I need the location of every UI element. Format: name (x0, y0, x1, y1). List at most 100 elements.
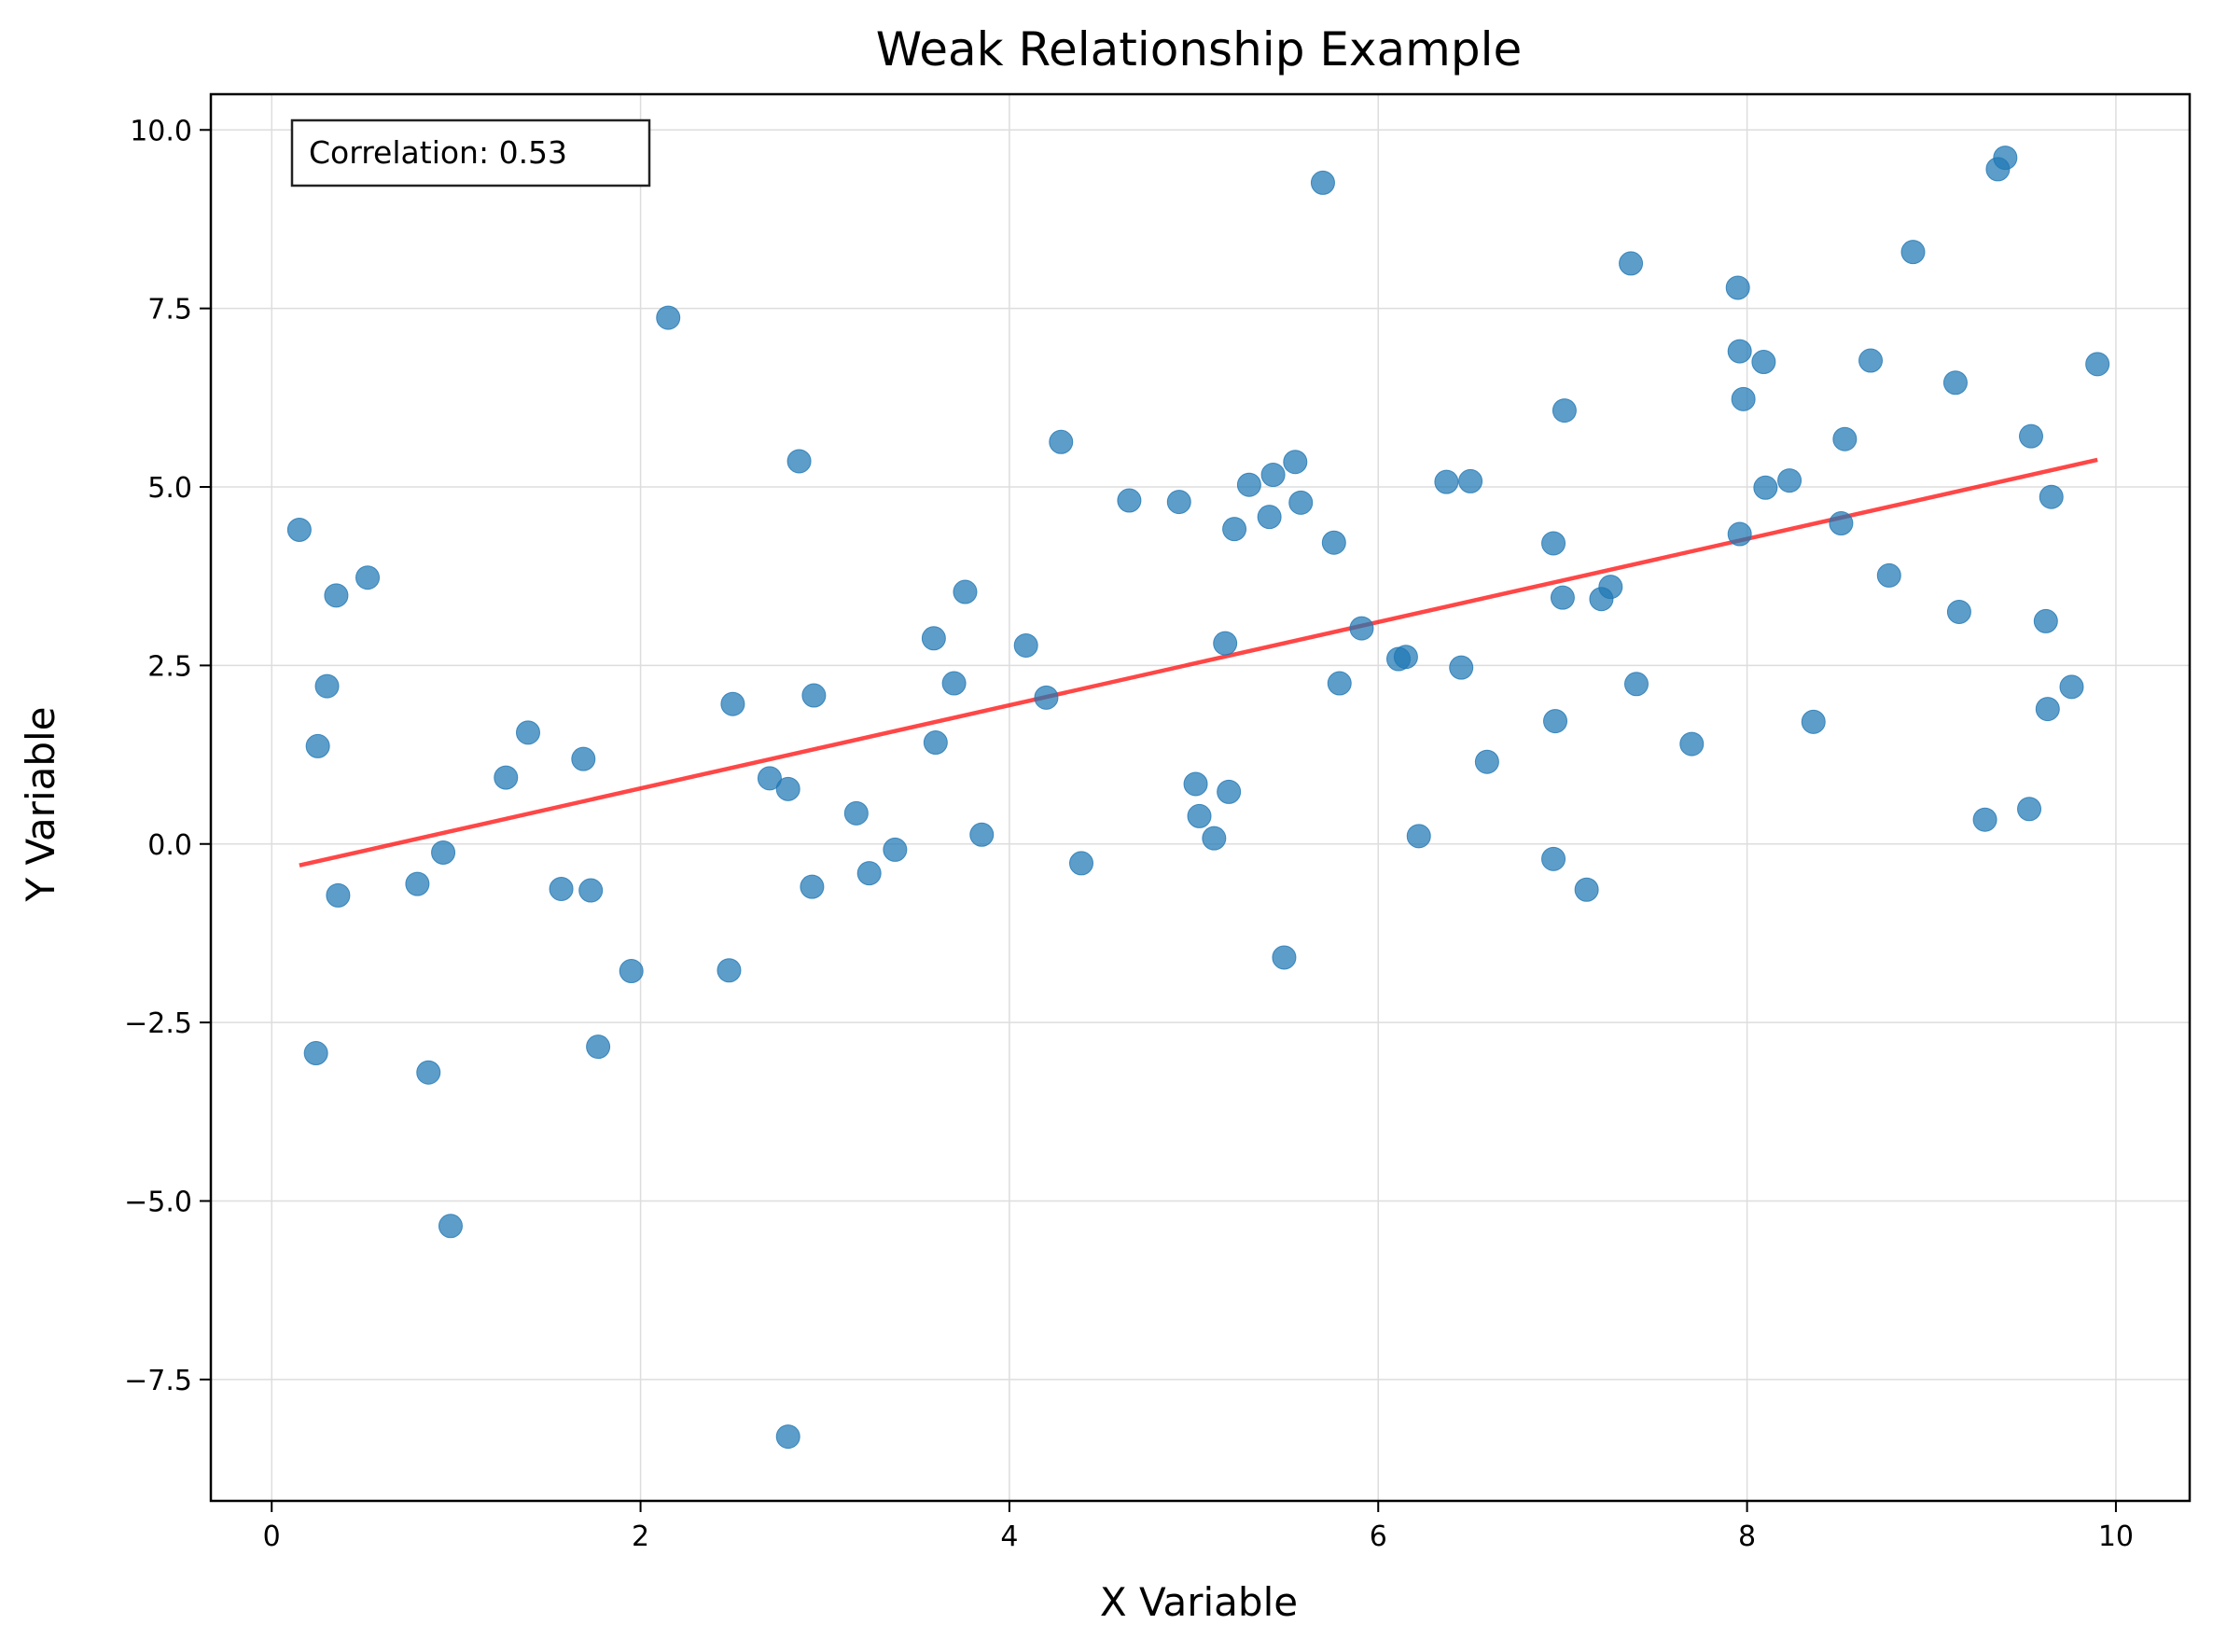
scatter-point (1679, 731, 1705, 757)
scatter-point (1753, 475, 1778, 500)
scatter-point (1801, 709, 1826, 734)
scatter-point (1013, 632, 1038, 658)
x-tick-label: 6 (1370, 1520, 1387, 1553)
scatter-point (355, 565, 381, 590)
scatter-point (1727, 339, 1752, 364)
scatter-point (969, 822, 995, 847)
scatter-point (2085, 352, 2110, 377)
scatter-point (1543, 709, 1568, 734)
y-axis-ticks: −7.5 −5.0 −2.5 0.0 2.5 5.0 7.5 10.0 (124, 115, 211, 1397)
plot-area-frame (209, 92, 2192, 1503)
scatter-point (1166, 490, 1191, 515)
scatter-point (1900, 240, 1926, 265)
scatter-point (1393, 645, 1418, 670)
scatter-point (1434, 469, 1459, 494)
scatter-point (757, 766, 782, 791)
scatter-point (1349, 616, 1374, 641)
scatter-point (1117, 488, 1142, 513)
annotation-box (290, 118, 651, 187)
scatter-point (1550, 585, 1575, 610)
scatter-point (1876, 562, 1901, 588)
scatter-point (1257, 505, 1282, 530)
scatter-point (1069, 851, 1094, 876)
scatter-point (1619, 251, 1644, 276)
x-tick-label: 4 (1000, 1520, 1018, 1553)
scatter-point (1727, 521, 1752, 547)
scatter-point (1213, 631, 1238, 656)
scatter-point (549, 876, 574, 901)
correlation-annotation: Correlation: 0.53 (290, 118, 651, 187)
scatter-point (1946, 599, 1971, 624)
scatter-point (314, 673, 340, 699)
scatter-point (2017, 797, 2042, 822)
scatter-point (921, 626, 946, 651)
scatter-point (1217, 779, 1242, 804)
scatter-point (1725, 275, 1750, 300)
scatter-point (2059, 674, 2084, 700)
scatter-point (405, 871, 430, 896)
scatter-point (1260, 463, 1286, 488)
scatter-point (1202, 826, 1227, 851)
scatter-point (1049, 429, 1074, 454)
scatter-point (1574, 877, 1599, 902)
scatter-point (1222, 517, 1247, 542)
annotation-text: Correlation: 0.53 (309, 134, 567, 171)
fit-line-layer (299, 457, 2098, 868)
scatter-point (923, 730, 948, 756)
scatter-point (1623, 672, 1649, 697)
y-axis-title: Y Variable (18, 706, 63, 902)
x-tick-label: 8 (1738, 1520, 1756, 1553)
y-tick-label: −2.5 (124, 1007, 192, 1040)
regression-line (299, 457, 2098, 868)
scatter-point (2035, 697, 2060, 722)
scatter-point (1972, 807, 1997, 832)
scatter-point (1406, 824, 1431, 849)
scatter-point (1236, 472, 1261, 497)
scatter-point (578, 878, 604, 903)
scatter-point (1288, 490, 1314, 515)
scatter-point (856, 861, 882, 886)
scatter-point (1731, 386, 1756, 411)
scatter-point (1034, 685, 1059, 710)
x-tick-label: 2 (632, 1520, 649, 1553)
scatter-point (2019, 423, 2044, 449)
scatter-point (717, 958, 742, 983)
scatter-point (1310, 170, 1335, 195)
scatter-point (515, 720, 540, 745)
scatter-point (775, 1424, 800, 1450)
scatter-point (586, 1034, 611, 1060)
scatter-point (941, 671, 967, 696)
scatter-point (786, 449, 812, 474)
x-axis-title: X Variable (1100, 1579, 1298, 1625)
scatter-point (1777, 468, 1802, 493)
y-tick-label: 7.5 (147, 294, 192, 326)
scatter-point (286, 517, 312, 542)
scatter-point (2033, 608, 2058, 633)
y-tick-label: −5.0 (124, 1186, 192, 1218)
chart-title: Weak Relationship Example (876, 22, 1523, 76)
x-axis-ticks: 0 2 4 6 8 10 (263, 1501, 2134, 1553)
scatter-point (1458, 468, 1483, 493)
scatter-point (1187, 803, 1212, 828)
scatter-point (843, 800, 869, 826)
y-tick-label: 0.0 (147, 829, 192, 862)
scatter-point (1832, 426, 1858, 451)
scatter-point (494, 765, 519, 790)
scatter-point (883, 837, 908, 862)
scatter-point (1942, 370, 1968, 396)
scatter-point (431, 840, 456, 865)
scatter-point (1751, 350, 1776, 375)
grid (211, 94, 2190, 1501)
scatter-point (1283, 450, 1308, 475)
scatter-point (800, 874, 825, 899)
scatter-point (656, 305, 681, 330)
y-tick-label: −7.5 (124, 1365, 192, 1397)
scatter-point (1829, 511, 1854, 536)
scatter-point (1541, 531, 1566, 556)
scatter-point (801, 683, 827, 708)
y-tick-label: 2.5 (147, 650, 192, 683)
scatter-point (1552, 398, 1577, 423)
scatter-point (619, 959, 644, 984)
scatter-point (326, 882, 351, 908)
